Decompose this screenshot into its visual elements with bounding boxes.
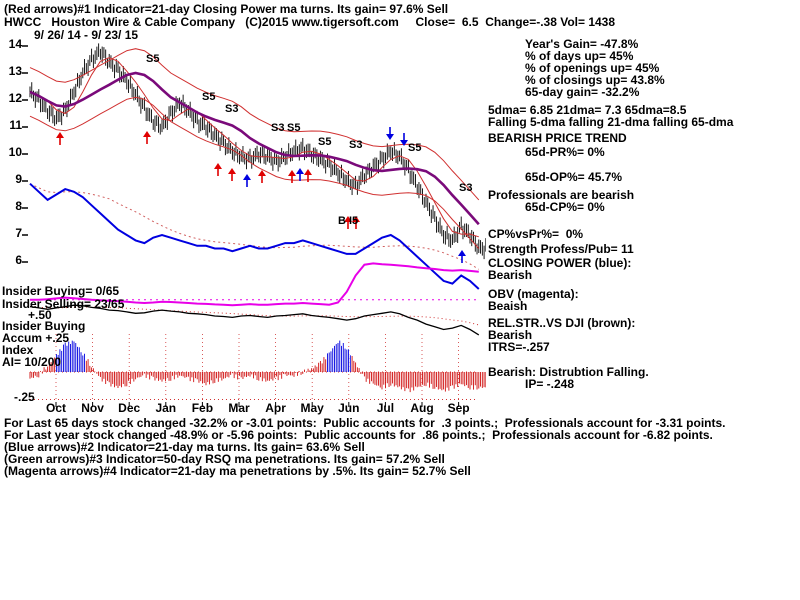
professionals-note: Professionals are bearish — [488, 188, 635, 202]
signal-label: S5 — [408, 142, 421, 154]
price-trend: BEARISH PRICE TREND — [488, 131, 627, 145]
strength-ratio: Strength Profess/Pub= 11 — [488, 242, 634, 256]
stock-title-line: HWCC Houston Wire & Cable Company (C)201… — [4, 15, 616, 29]
red-up-arrow — [352, 216, 360, 222]
years-gain: Year's Gain= -47.8% — [525, 37, 639, 51]
relstr-state: Bearish — [488, 328, 533, 342]
x-axis-month-label: Mar — [228, 401, 250, 415]
signal-label: S5 — [146, 53, 159, 65]
red-up-arrow — [214, 163, 222, 169]
x-axis-month-label: Jun — [338, 401, 360, 415]
accounting-65day: For Last 65 days stock changed -32.2% or… — [4, 416, 726, 430]
indicator2-caption: (Blue arrows)#2 Indicator=21-day ma turn… — [4, 440, 365, 454]
relstr-label: REL.STR..VS DJI (brown): — [488, 316, 636, 330]
indicator4-caption: (Magenta arrows)#4 Indicator=21-day ma p… — [4, 464, 471, 478]
y-axis-label: 14 — [8, 37, 22, 51]
indicator3-caption: (Green arrows)#3 Indicator=50-day RSQ ma… — [4, 452, 445, 466]
gain-65day: 65-day gain= -32.2% — [525, 85, 640, 99]
x-axis-month-label: Nov — [81, 401, 104, 415]
blue-up-arrow — [296, 168, 304, 174]
x-axis-month-label: Apr — [265, 401, 286, 415]
scale-plus50: +.50 — [28, 308, 52, 322]
closing-power-state: Bearish — [488, 268, 533, 282]
closing-power-label: CLOSING POWER (blue): — [488, 256, 632, 270]
y-axis-label: 10 — [8, 145, 22, 159]
y-axis-label: 11 — [9, 118, 22, 132]
red-up-arrow — [258, 170, 266, 176]
y-axis-label: 13 — [8, 64, 22, 78]
red-up-arrow — [288, 170, 296, 176]
cp-65d: 65d-CP%= 0% — [525, 200, 605, 214]
date-range: 9/ 26/ 14 - 9/ 23/ 15 — [34, 28, 139, 42]
itrs-value: ITRS=-.257 — [488, 340, 550, 354]
insider-buying: Insider Buying= 0/65 — [2, 284, 120, 298]
x-axis-month-label: Feb — [191, 401, 214, 415]
cp-vs-pr: CP%vsPr%= 0% — [488, 227, 584, 241]
scale-minus25: -.25 — [14, 390, 35, 404]
signal-label: S5 — [202, 91, 215, 103]
pct-days-up: % of days up= 45% — [525, 49, 634, 63]
obv-label: OBV (magenta): — [488, 287, 579, 301]
signal-label: S5 — [318, 136, 331, 148]
blue-up-arrow — [243, 174, 251, 180]
pct-closings-up: % of closings up= 43.8% — [525, 73, 665, 87]
x-axis-month-label: Aug — [410, 401, 434, 415]
op-65d: 65d-OP%= 45.7% — [525, 170, 623, 184]
pr-65d: 65d-PR%= 0% — [525, 145, 605, 159]
x-axis-month-label: Jul — [376, 401, 395, 415]
insider-selling: Insider Selling= 23/65 — [2, 297, 125, 311]
y-axis-label: 8 — [15, 199, 22, 213]
x-axis-month-label: May — [300, 401, 324, 415]
y-axis-label: 9 — [15, 172, 22, 186]
dma-values: 5dma= 6.85 21dma= 7.3 65dma=8.5 — [488, 103, 687, 117]
blue-down-arrow — [400, 140, 408, 146]
signal-label: S3 — [225, 103, 238, 115]
blue-up-arrow — [458, 250, 466, 256]
ai-ratio: AI= 10/200 — [2, 355, 62, 369]
y-axis-label: 7 — [15, 226, 22, 240]
ip-value: IP= -.248 — [525, 377, 575, 391]
insider-buying-label: Insider Buying — [2, 319, 86, 333]
distribution-note: Bearish: Distrubtion Falling. — [488, 365, 649, 379]
signal-label: S3 — [459, 182, 472, 194]
indicator1-caption: (Red arrows)#1 Indicator=21-day Closing … — [4, 2, 449, 16]
dma-trend: Falling 5-dma falling 21-dma falling 65-… — [488, 115, 734, 129]
signal-label: S3 — [349, 139, 362, 151]
index-label: Index — [2, 343, 34, 357]
pct-openings-up: % of openings up= 45% — [525, 61, 660, 75]
signal-label: B I5 — [338, 215, 358, 227]
signal-label: S3 — [271, 122, 284, 134]
red-up-arrow — [228, 168, 236, 174]
y-axis-label: 12 — [8, 91, 22, 105]
red-up-arrow — [143, 131, 151, 137]
red-up-arrow — [344, 216, 352, 222]
blue-down-arrow — [386, 134, 394, 140]
x-axis-month-label: Oct — [45, 401, 66, 415]
signal-label: S5 — [287, 122, 300, 134]
x-axis-month-label: Dec — [118, 401, 141, 415]
red-up-arrow — [304, 169, 312, 175]
x-axis-month-label: Sep — [447, 401, 470, 415]
obv-state: Beaish — [488, 299, 528, 313]
x-axis-month-label: Jan — [155, 401, 177, 415]
accum-label: Accum +.25 — [2, 331, 70, 345]
y-axis-label: 6 — [15, 253, 22, 267]
red-up-arrow — [56, 132, 64, 138]
accounting-year: For Last year stock changed -48.9% or -5… — [4, 428, 713, 442]
